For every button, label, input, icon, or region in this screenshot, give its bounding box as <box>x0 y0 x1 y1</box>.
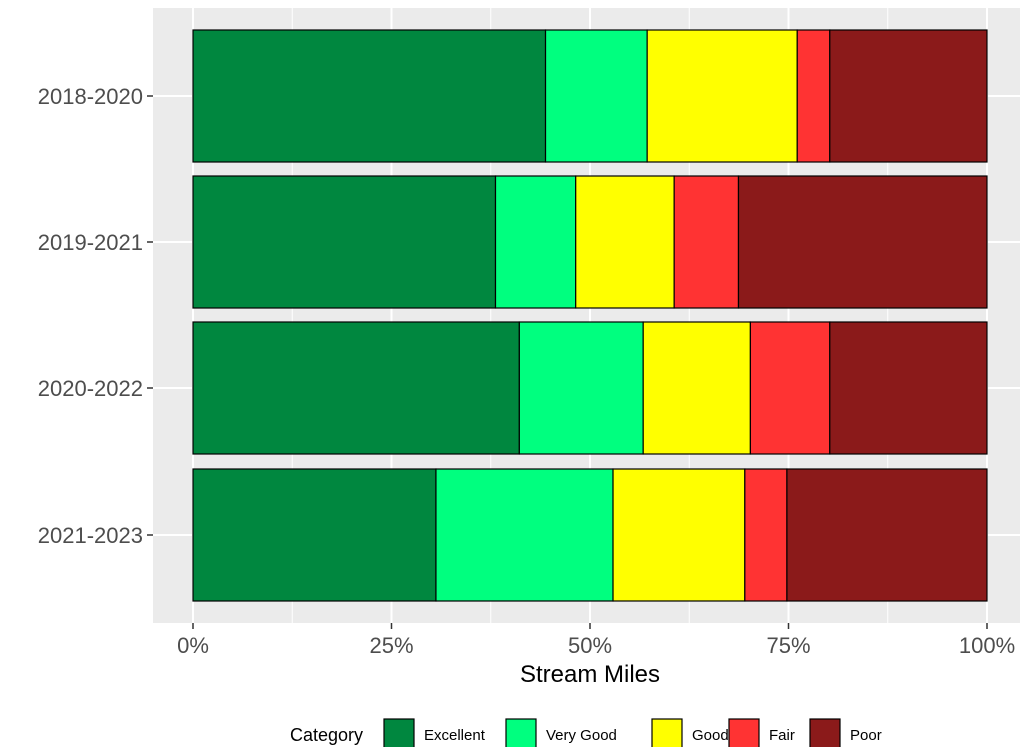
x-axis: 0% 25% 50% 75% 100% <box>177 623 1015 658</box>
bar-segment <box>737 175 988 309</box>
bar-segment <box>673 175 740 309</box>
y-tick-label: 2019-2021 <box>38 230 143 255</box>
x-tick-label: 25% <box>369 633 413 658</box>
y-tick-label: 2021-2023 <box>38 523 143 548</box>
bar-segment <box>494 175 577 309</box>
bar-segment <box>192 175 497 309</box>
legend-key <box>505 718 537 747</box>
legend-label: Good <box>692 727 729 744</box>
bar-segment <box>829 321 988 455</box>
bar-segment <box>435 468 614 602</box>
bar-segment <box>829 29 988 163</box>
legend-label: Poor <box>850 727 882 744</box>
bar-segment <box>544 29 648 163</box>
legend-key <box>728 718 760 747</box>
x-tick-label: 75% <box>766 633 810 658</box>
bar-segment <box>518 321 644 455</box>
legend-key <box>809 718 841 747</box>
y-tick-label: 2018-2020 <box>38 84 143 109</box>
bar-segment <box>796 29 831 163</box>
bars <box>192 29 988 602</box>
legend-label: Very Good <box>546 727 617 744</box>
legend-title: Category <box>290 725 363 745</box>
legend-label: Fair <box>769 727 795 744</box>
x-tick-label: 50% <box>568 633 612 658</box>
legend-label: Excellent <box>424 727 486 744</box>
bar-segment <box>786 468 988 602</box>
legend: Category Excellent Very Good Good Fair Poor <box>290 718 882 747</box>
bar-segment <box>192 321 520 455</box>
bar-segment <box>642 321 751 455</box>
bar-segment <box>744 468 788 602</box>
x-tick-label: 0% <box>177 633 209 658</box>
legend-key <box>383 718 415 747</box>
x-axis-title: Stream Miles <box>520 661 660 688</box>
bar-segment <box>749 321 831 455</box>
x-tick-label: 100% <box>959 633 1015 658</box>
bar-segment <box>646 29 798 163</box>
y-axis: 2018-2020 2019-2021 2020-2022 2021-2023 <box>38 84 153 548</box>
bar-segment <box>575 175 675 309</box>
y-tick-label: 2020-2022 <box>38 376 143 401</box>
legend-key <box>651 718 683 747</box>
bar-segment <box>192 468 437 602</box>
bar-segment <box>612 468 746 602</box>
bar-segment <box>192 29 547 163</box>
